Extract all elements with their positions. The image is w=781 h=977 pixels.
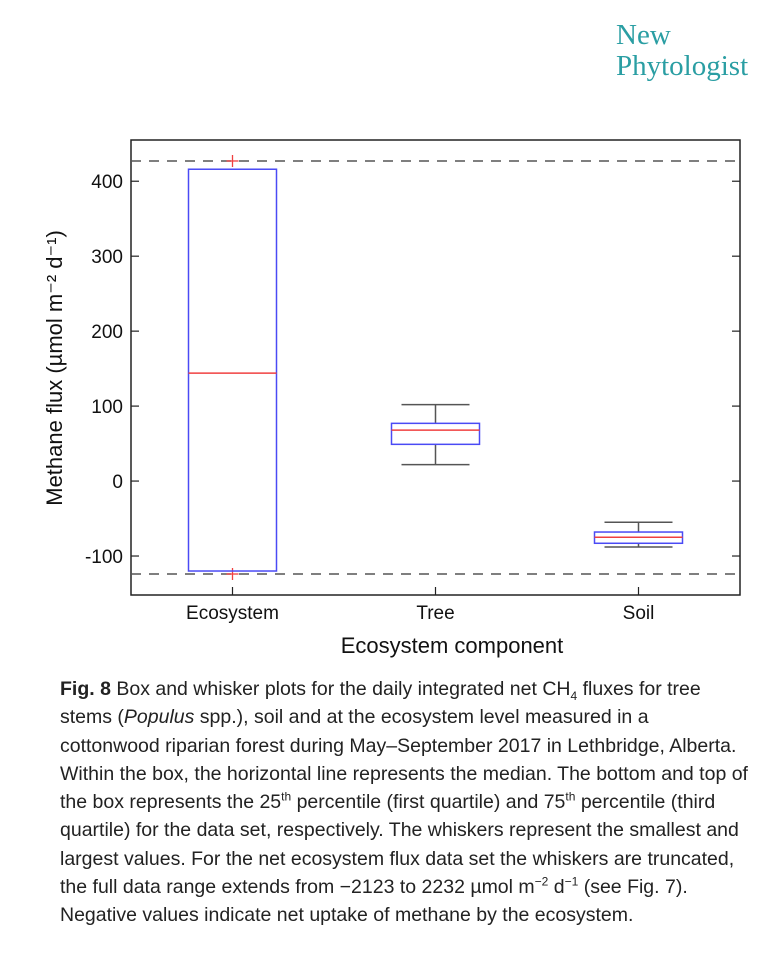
y-tick-label: 300 [91,247,123,268]
y-tick-label: -100 [85,547,123,568]
box-ecosystem [187,168,278,572]
x-tick-label: Tree [416,603,454,624]
caption-label: Fig. 8 [60,678,111,700]
y-axis-label: Methane flux (µmol m⁻² d⁻¹) [42,230,67,506]
y-tick-label: 400 [91,172,123,193]
caption-sup: th [281,789,292,804]
journal-logo: New Phytologist [616,20,748,82]
journal-logo-line1: New [616,19,671,51]
x-tick-label: Ecosystem [186,603,279,624]
x-axis-label: Ecosystem component [341,633,564,658]
journal-logo-line2: Phytologist [616,50,749,82]
plot-frame [130,139,741,596]
caption-sub: 4 [570,688,578,703]
caption-text: spp.), soil and at the ecosystem level m… [60,706,748,814]
box-plot-chart: -100 0 100 200 300 400 Ecosystem Tree Soil Metha… [42,139,741,658]
x-tick-label: Soil [623,603,655,624]
caption-sup: −2 [534,874,549,889]
y-tick-label: 0 [112,472,123,493]
caption-sup: −1 [564,874,579,889]
y-tick-label: 100 [91,397,123,418]
box-tree [390,422,481,446]
caption-text: percentile (first quartile) and 75 [291,791,566,814]
y-tick-label: 200 [91,322,123,343]
figure-caption: Fig. 8 Box and whisker plots for the dai… [60,675,750,930]
caption-text: Box and whisker plots for the daily inte… [110,678,571,700]
caption-italic: Populus [123,706,195,729]
caption-text: fluxes for tree stems ( [60,678,701,729]
caption-text: d [548,876,565,899]
caption-text: percentile (third quartile) for the data… [60,791,739,899]
caption-text: (see Fig. 7). Negative values indicate n… [60,876,688,927]
caption-sup: th [565,789,576,804]
